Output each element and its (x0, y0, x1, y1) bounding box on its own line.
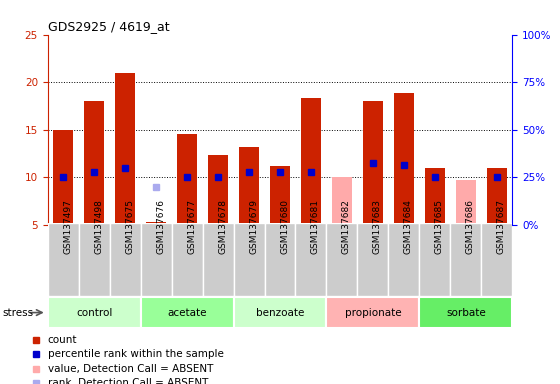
FancyBboxPatch shape (357, 223, 389, 296)
Text: GSM137497: GSM137497 (63, 199, 72, 254)
Text: stress: stress (3, 308, 34, 318)
Text: GSM137681: GSM137681 (311, 199, 320, 254)
Text: rank, Detection Call = ABSENT: rank, Detection Call = ABSENT (48, 378, 208, 384)
Text: GSM137678: GSM137678 (218, 199, 227, 254)
Bar (301, 98, 321, 225)
Text: GSM137679: GSM137679 (249, 199, 258, 254)
FancyBboxPatch shape (326, 223, 357, 296)
Text: GSM137682: GSM137682 (342, 199, 351, 254)
Text: GSM137675: GSM137675 (125, 199, 134, 254)
Bar (456, 180, 476, 225)
Bar (332, 177, 352, 225)
FancyBboxPatch shape (234, 297, 326, 328)
Text: GSM137686: GSM137686 (466, 199, 475, 254)
Text: control: control (76, 308, 112, 318)
Bar (53, 130, 73, 225)
Bar (208, 155, 228, 225)
Bar (363, 101, 383, 225)
Text: benzoate: benzoate (256, 308, 304, 318)
Bar (115, 73, 135, 225)
FancyBboxPatch shape (110, 223, 141, 296)
FancyBboxPatch shape (234, 223, 264, 296)
Text: propionate: propionate (344, 308, 402, 318)
Text: GSM137684: GSM137684 (404, 199, 413, 254)
FancyBboxPatch shape (78, 223, 110, 296)
Text: GSM137676: GSM137676 (156, 199, 165, 254)
FancyBboxPatch shape (419, 223, 450, 296)
FancyBboxPatch shape (450, 223, 482, 296)
FancyBboxPatch shape (48, 297, 141, 328)
FancyBboxPatch shape (264, 223, 296, 296)
Text: GSM137498: GSM137498 (94, 199, 103, 254)
Bar (177, 134, 197, 225)
FancyBboxPatch shape (48, 223, 78, 296)
FancyBboxPatch shape (141, 223, 171, 296)
Text: GSM137687: GSM137687 (497, 199, 506, 254)
Text: count: count (48, 335, 77, 345)
Text: GSM137680: GSM137680 (280, 199, 289, 254)
Bar (239, 147, 259, 225)
Bar (270, 166, 290, 225)
Bar (425, 168, 445, 225)
FancyBboxPatch shape (482, 223, 512, 296)
Text: value, Detection Call = ABSENT: value, Detection Call = ABSENT (48, 364, 213, 374)
Bar (487, 168, 507, 225)
Text: GSM137685: GSM137685 (435, 199, 444, 254)
FancyBboxPatch shape (141, 297, 234, 328)
Text: sorbate: sorbate (446, 308, 486, 318)
FancyBboxPatch shape (389, 223, 419, 296)
Text: acetate: acetate (167, 308, 207, 318)
Text: GDS2925 / 4619_at: GDS2925 / 4619_at (48, 20, 169, 33)
Text: GSM137677: GSM137677 (187, 199, 196, 254)
FancyBboxPatch shape (326, 297, 419, 328)
Text: GSM137683: GSM137683 (373, 199, 382, 254)
FancyBboxPatch shape (203, 223, 234, 296)
Bar (394, 93, 414, 225)
Bar (84, 101, 104, 225)
Text: percentile rank within the sample: percentile rank within the sample (48, 349, 223, 359)
FancyBboxPatch shape (296, 223, 326, 296)
FancyBboxPatch shape (171, 223, 203, 296)
FancyBboxPatch shape (419, 297, 512, 328)
Bar (146, 222, 166, 225)
